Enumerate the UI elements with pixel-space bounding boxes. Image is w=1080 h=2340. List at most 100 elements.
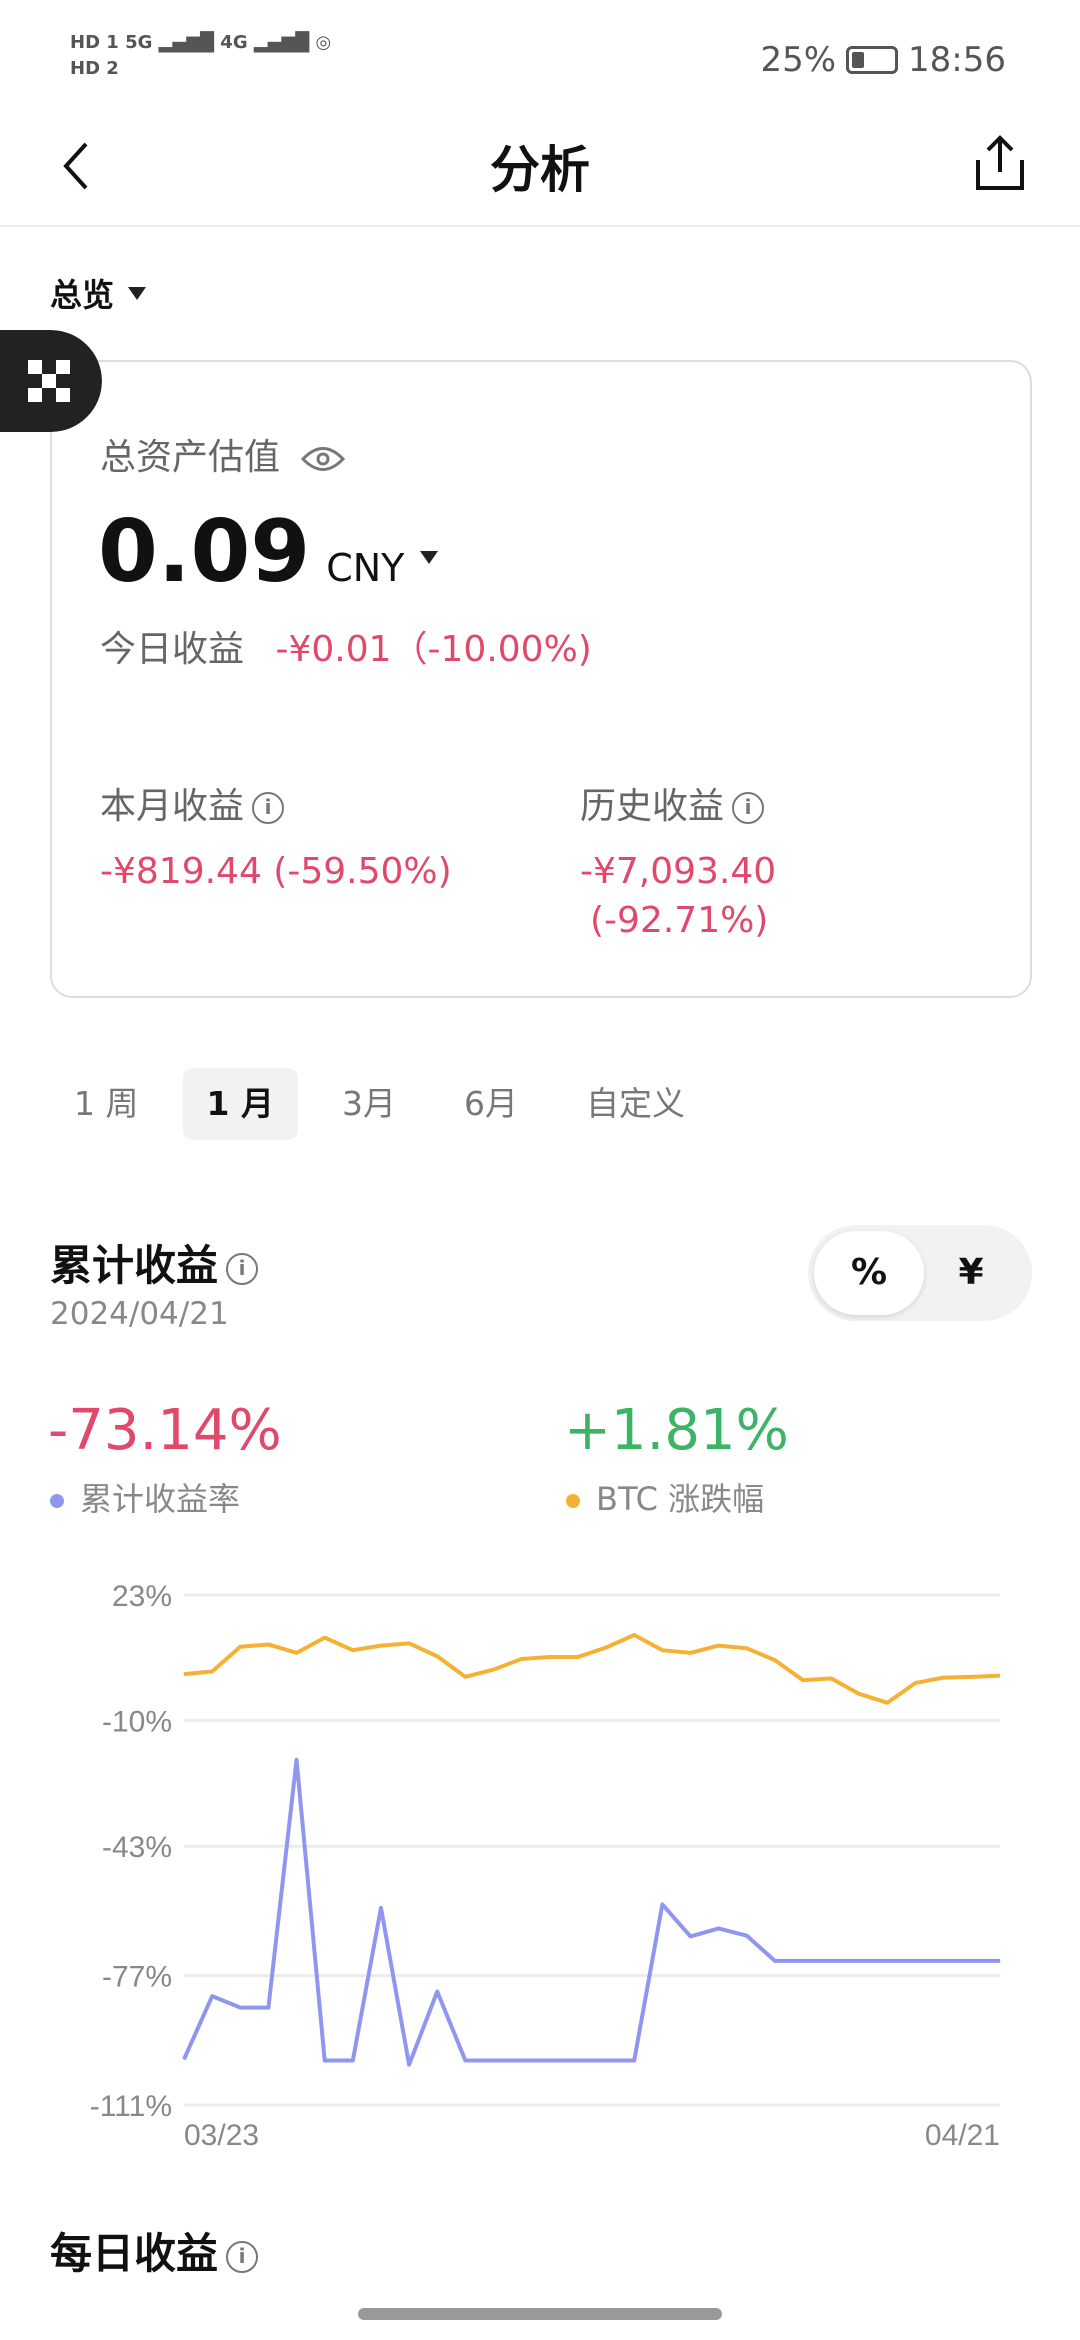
data-point bbox=[436, 1991, 438, 1993]
legend-cumulative: 累计收益率 bbox=[50, 1474, 240, 1520]
data-point bbox=[324, 2059, 326, 2061]
home-indicator[interactable] bbox=[358, 2308, 722, 2320]
legend-btc: BTC 涨跌幅 bbox=[566, 1474, 764, 1520]
card-title: 总资产估值 bbox=[100, 437, 281, 478]
cumulative-title: 累计收益 bbox=[50, 1241, 219, 1290]
data-point bbox=[380, 1907, 382, 1909]
data-point bbox=[577, 1656, 579, 1658]
data-point bbox=[661, 1903, 663, 1905]
legend-label: BTC 涨跌幅 bbox=[596, 1480, 765, 1518]
data-point bbox=[464, 1676, 466, 1678]
month-value: -¥819.44 (-59.50%) bbox=[100, 851, 452, 892]
info-icon[interactable]: i bbox=[252, 792, 285, 824]
data-point bbox=[802, 1679, 804, 1681]
caret-down-icon[interactable] bbox=[420, 550, 439, 564]
overview-dropdown[interactable]: 总览 bbox=[50, 270, 147, 316]
data-point bbox=[943, 1677, 945, 1679]
cumulative-title-row: 累计收益 i bbox=[50, 1232, 259, 1293]
period-tab[interactable]: 3月 bbox=[341, 1084, 396, 1123]
data-point bbox=[605, 1647, 607, 1649]
data-point bbox=[577, 2059, 579, 2061]
data-point bbox=[886, 1702, 888, 1704]
y-tick-label: -43% bbox=[102, 1831, 172, 1864]
data-point bbox=[183, 2058, 185, 2060]
history-block: 历史收益 i -¥7,093.40 (-92.71%) bbox=[580, 777, 776, 941]
floating-widget[interactable] bbox=[0, 330, 102, 432]
data-point bbox=[971, 1960, 973, 1962]
y-tick-label: -10% bbox=[102, 1706, 172, 1739]
period-tab[interactable]: 1 周 bbox=[74, 1084, 139, 1123]
data-point bbox=[802, 1960, 804, 1962]
share-icon[interactable] bbox=[972, 132, 1028, 194]
data-point bbox=[999, 1675, 1001, 1677]
data-point bbox=[971, 1676, 973, 1678]
data-point bbox=[830, 1677, 832, 1679]
data-point bbox=[858, 1960, 860, 1962]
history-percent: (-92.71%) bbox=[590, 900, 769, 941]
info-icon[interactable]: i bbox=[226, 1252, 259, 1285]
data-point bbox=[239, 1646, 241, 1648]
data-point bbox=[858, 1693, 860, 1695]
x-tick-label: 04/21 bbox=[925, 2119, 1000, 2152]
info-icon[interactable]: i bbox=[226, 2240, 259, 2273]
page-title: 分析 bbox=[490, 141, 590, 199]
data-point bbox=[774, 1659, 776, 1661]
info-icon[interactable]: i bbox=[732, 792, 765, 824]
percent-toggle[interactable]: % bbox=[814, 1231, 924, 1315]
data-point bbox=[718, 1645, 720, 1647]
hotspot-icon: ◎ bbox=[315, 32, 332, 53]
legend-dot bbox=[50, 1494, 64, 1508]
data-point bbox=[211, 1995, 213, 1997]
series-line-1 bbox=[182, 1757, 1000, 2067]
status-bar: HD 1 5G ▂▄▆█ 4G ▂▄▆█ ◎ HD 2 25% 18:56 bbox=[0, 0, 1080, 110]
data-point bbox=[267, 2007, 269, 2009]
data-point bbox=[689, 1935, 691, 1937]
battery-icon bbox=[846, 46, 899, 74]
period-tab[interactable]: 1 月 bbox=[182, 1068, 298, 1140]
data-point bbox=[408, 2064, 410, 2066]
data-point bbox=[183, 1673, 185, 1675]
x-tick-label: 03/23 bbox=[184, 2119, 259, 2152]
history-label: 历史收益 bbox=[580, 786, 725, 827]
eye-icon[interactable] bbox=[301, 444, 346, 474]
cumulative-chart: 23% -10% -43% -77% -111% 03/23 04/21 bbox=[90, 1580, 1001, 2152]
btc-change-value: +1.81% bbox=[564, 1398, 789, 1463]
period-tab[interactable]: 自定义 bbox=[585, 1084, 685, 1123]
data-point bbox=[296, 1652, 298, 1654]
status-right: 25% 18:56 bbox=[760, 40, 1006, 80]
cumulative-date: 2024/04/21 bbox=[50, 1296, 229, 1332]
series-line-0 bbox=[183, 1632, 1001, 1705]
data-point bbox=[689, 1652, 691, 1654]
yuan-toggle[interactable]: ¥ bbox=[958, 1252, 984, 1293]
period-tabs: 1 周 1 月 3月 6月 自定义 bbox=[50, 1068, 709, 1140]
data-point bbox=[633, 1634, 635, 1636]
data-point bbox=[436, 1655, 438, 1657]
data-point bbox=[746, 1647, 748, 1649]
data-point bbox=[605, 2059, 607, 2061]
data-point bbox=[830, 1960, 832, 1962]
data-point bbox=[886, 1960, 888, 1962]
daily-title: 每日收益 bbox=[50, 2229, 219, 2278]
data-point bbox=[521, 2059, 523, 2061]
cumulative-return-value: -73.14% bbox=[48, 1398, 282, 1463]
card-title-row: 总资产估值 bbox=[100, 428, 346, 480]
y-tick-label: -77% bbox=[102, 1961, 172, 1994]
signal-indicators: HD 1 5G ▂▄▆█ 4G ▂▄▆█ ◎ HD 2 bbox=[70, 30, 331, 82]
month-label: 本月收益 bbox=[100, 786, 245, 827]
currency-selector[interactable]: CNY bbox=[326, 546, 405, 590]
data-point bbox=[352, 2059, 354, 2061]
caret-down-icon bbox=[128, 286, 147, 300]
chevron-left-icon[interactable] bbox=[56, 140, 96, 192]
data-point bbox=[943, 1960, 945, 1962]
net1-label: 5G bbox=[125, 32, 153, 53]
data-point bbox=[464, 2059, 466, 2061]
asset-card: 总资产估值 0.09 CNY 今日收益 -¥0.01（-10.00%) 本月收益… bbox=[50, 360, 1032, 998]
data-point bbox=[380, 1645, 382, 1647]
battery-percent: 25% bbox=[760, 40, 837, 80]
data-point bbox=[493, 1669, 495, 1671]
period-tab[interactable]: 6月 bbox=[463, 1084, 518, 1123]
today-row: 今日收益 -¥0.01（-10.00%) bbox=[100, 620, 592, 672]
data-point bbox=[211, 1671, 213, 1672]
data-point bbox=[239, 2007, 241, 2009]
data-point bbox=[915, 1682, 917, 1684]
